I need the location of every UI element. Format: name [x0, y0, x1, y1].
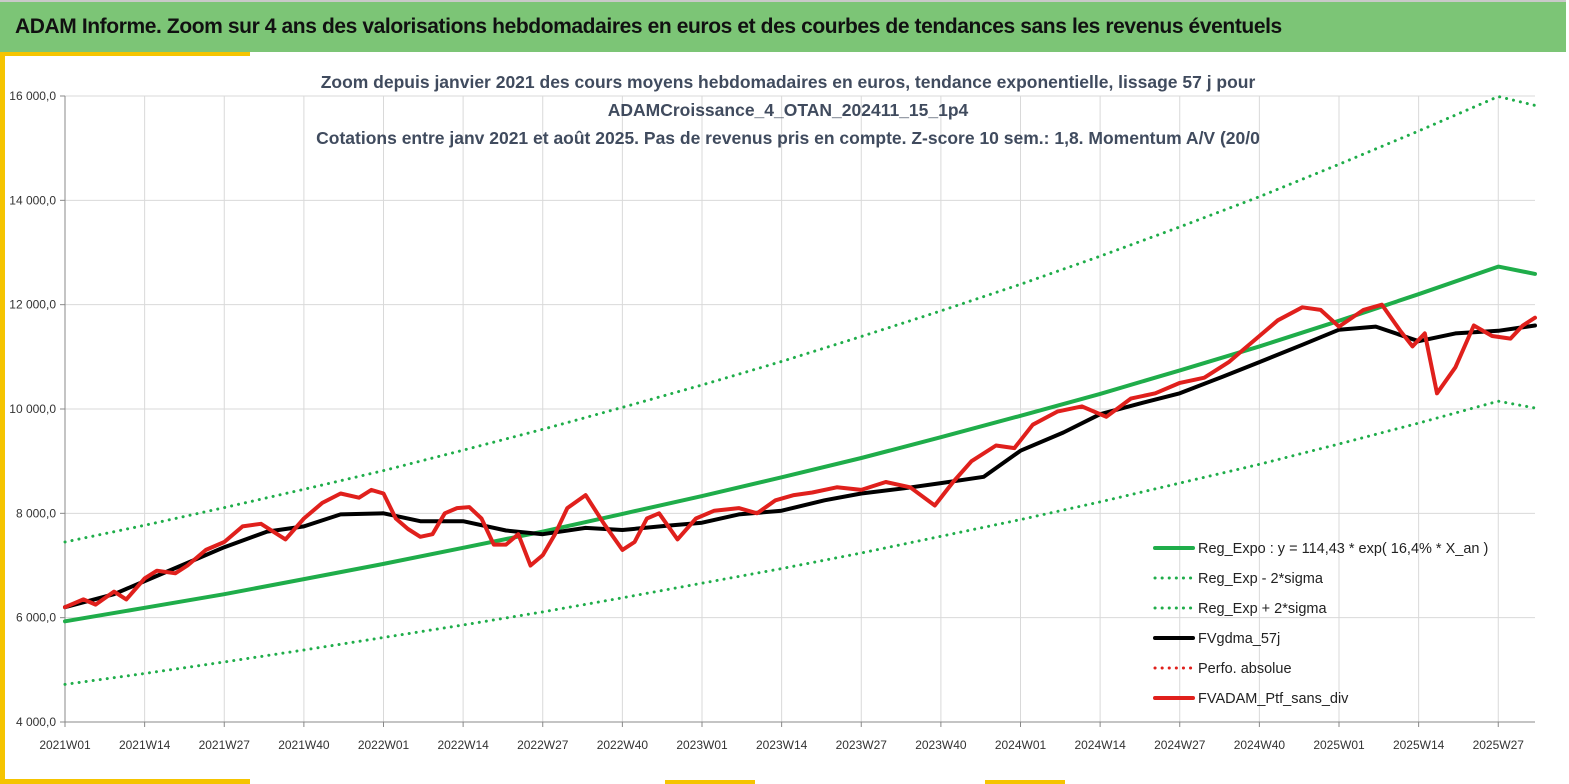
legend-label: Reg_Expo : y = 114,43 * exp( 16,4% * X_a…: [1198, 541, 1488, 557]
accent-bar-bottom: [0, 779, 250, 784]
y-tick-label: 10 000,0: [9, 402, 56, 416]
x-tick-label: 2022W27: [517, 738, 569, 752]
y-tick-label: 12 000,0: [9, 298, 56, 312]
x-tick-label: 2024W14: [1074, 738, 1126, 752]
legend-label: FVADAM_Ptf_sans_div: [1198, 691, 1349, 707]
y-tick-label: 6 000,0: [16, 611, 56, 625]
legend-label: FVgdma_57j: [1198, 631, 1280, 647]
legend-label: Perfo. absolue: [1198, 661, 1292, 677]
x-tick-label: 2021W27: [199, 738, 251, 752]
x-tick-label: 2023W14: [756, 738, 808, 752]
x-tick-labels: 2021W01 2021W14 2021W27 2021W40 2022W01 2022W…: [39, 738, 1524, 752]
chart-title-line-1: Zoom depuis janvier 2021 des cours moyen…: [321, 72, 1256, 92]
x-tick-label: 2024W01: [995, 738, 1047, 752]
accent-bar-top: [0, 52, 250, 56]
x-tick-label: 2021W01: [39, 738, 91, 752]
title-banner: ADAM Informe. Zoom sur 4 ans des valoris…: [0, 0, 1566, 52]
banner-title: ADAM Informe. Zoom sur 4 ans des valoris…: [15, 15, 1282, 38]
series-line-2: [63, 399, 1537, 686]
accent-bar-bottom-2: [665, 780, 755, 784]
y-tick-labels: 4 000,0 6 000,0 8 000,0 10 000,0 12 000,0 14 …: [9, 89, 56, 729]
legend-label: Reg_Exp - 2*sigma: [1198, 571, 1324, 587]
y-tick-label: 8 000,0: [16, 506, 56, 520]
x-tick-label: 2021W14: [119, 738, 171, 752]
accent-bar-bottom-3: [985, 780, 1065, 784]
y-tick-label: 4 000,0: [16, 715, 56, 729]
series-line-3: [63, 94, 1537, 544]
x-tick-label: 2022W40: [597, 738, 649, 752]
grid: [65, 95, 1535, 722]
chart-title: Zoom depuis janvier 2021 des cours moyen…: [316, 72, 1260, 148]
legend-label: Reg_Exp + 2*sigma: [1198, 601, 1327, 617]
x-tick-label: 2025W14: [1393, 738, 1445, 752]
series-line-6: [63, 302, 1537, 610]
x-tick-label: 2023W27: [836, 738, 888, 752]
series-line-4: [63, 323, 1537, 610]
x-tick-label: 2022W14: [437, 738, 489, 752]
y-tick-label: 14 000,0: [9, 193, 56, 207]
x-tick-label: 2023W01: [676, 738, 728, 752]
x-tick-label: 2023W40: [915, 738, 967, 752]
chart-title-line-2: ADAMCroissance_4_OTAN_202411_15_1p4: [608, 100, 969, 120]
x-tick-label: 2024W40: [1234, 738, 1286, 752]
chart-title-line-3: Cotations entre janv 2021 et août 2025. …: [316, 128, 1260, 148]
series-lines: [63, 94, 1537, 686]
x-tick-label: 2024W27: [1154, 738, 1206, 752]
y-tick-label: 16 000,0: [9, 89, 56, 103]
x-tick-label: 2025W27: [1473, 738, 1525, 752]
x-tick-label: 2021W40: [278, 738, 330, 752]
x-tick-label: 2022W01: [358, 738, 410, 752]
accent-bar-left: [0, 52, 5, 784]
axes: [60, 95, 1535, 727]
series-line-1: [63, 264, 1537, 624]
legend: Reg_Expo : y = 114,43 * exp( 16,4% * X_a…: [1153, 541, 1488, 707]
x-tick-label: 2025W01: [1313, 738, 1365, 752]
